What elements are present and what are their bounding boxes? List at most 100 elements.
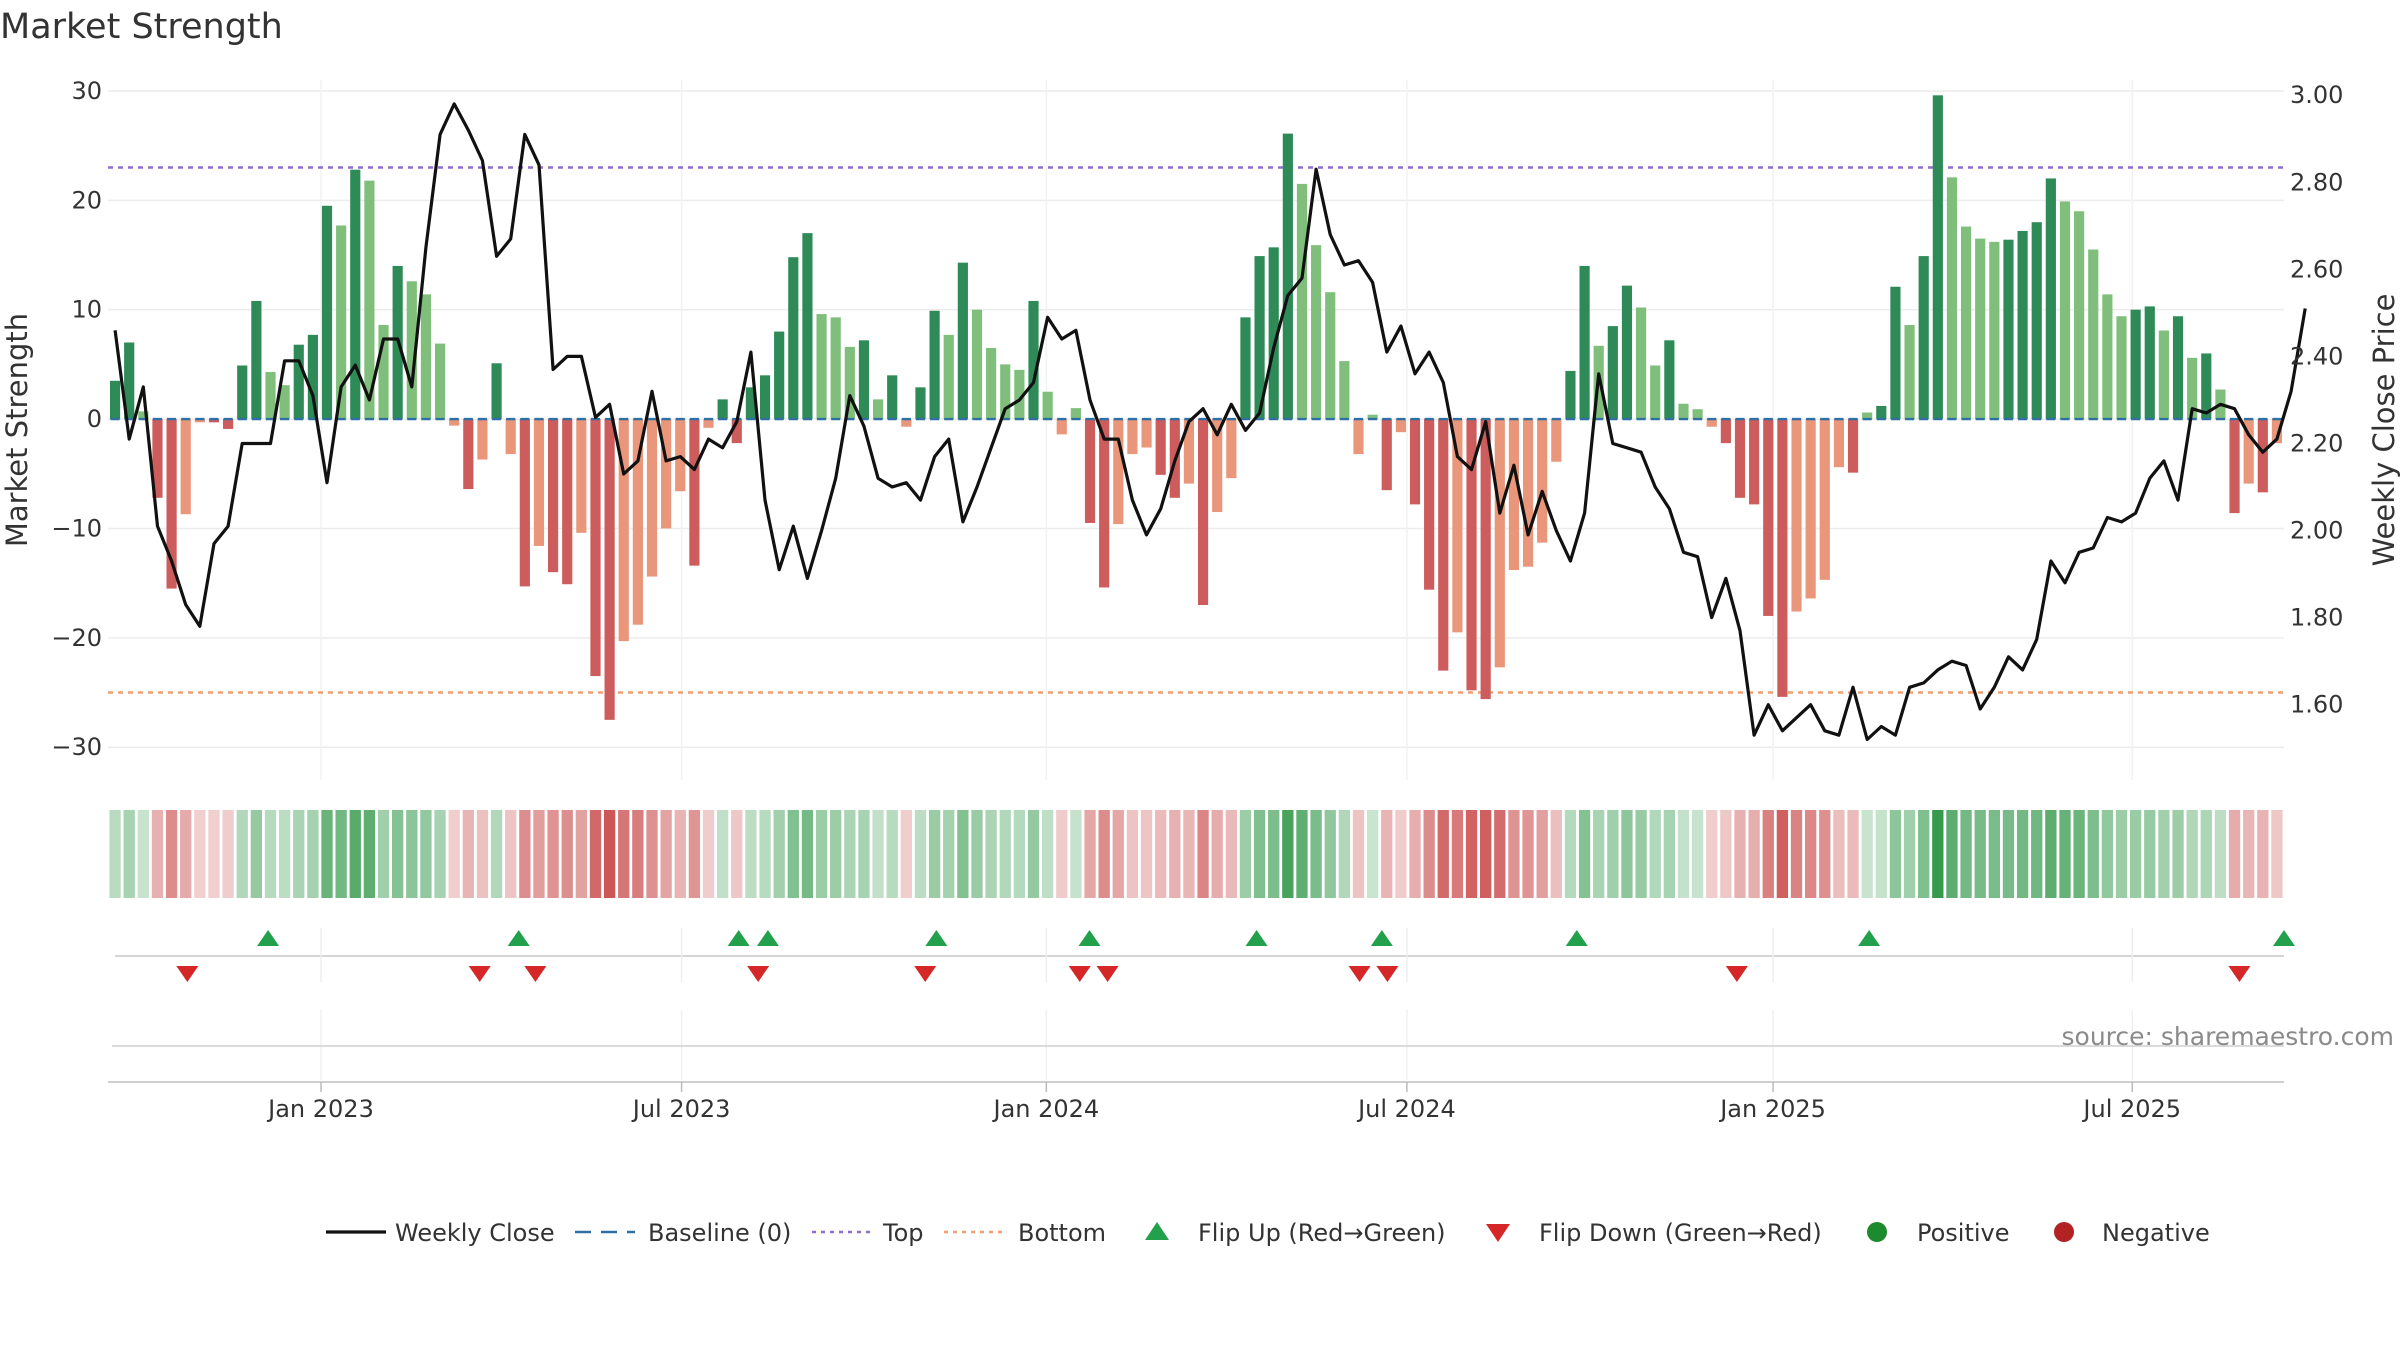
strength-bar: [943, 334, 954, 420]
strength-bar: [1466, 419, 1477, 691]
strip-cell: [787, 810, 799, 898]
strength-bar: [491, 363, 502, 420]
strength-bar: [1862, 412, 1873, 420]
strength-bar: [1833, 419, 1844, 468]
strip-cell: [109, 810, 121, 898]
strength-bar: [1183, 419, 1195, 484]
strength-bar: [816, 314, 827, 420]
left-axis-ticks: 30 20 10 0 −10 −20 −30: [51, 77, 102, 761]
strip-cell: [1409, 810, 1421, 898]
flip-down-marker: [1096, 966, 1119, 982]
strip-cell: [123, 810, 135, 898]
strength-bar: [576, 419, 587, 533]
strength-bar: [802, 233, 813, 420]
strip-cell: [2087, 810, 2099, 898]
strip-cell: [1027, 810, 1040, 898]
strip-cell: [1366, 810, 1379, 898]
strength-bar: [1197, 419, 1209, 605]
strength-bar: [1452, 419, 1463, 633]
strip-cell: [914, 810, 927, 898]
right-tick-label: 1.60: [2290, 691, 2343, 719]
x-tick-label: Jul 2023: [631, 1095, 731, 1123]
strip-cell: [943, 810, 955, 898]
strip-cell: [1211, 810, 1223, 898]
strength-bar: [717, 399, 728, 420]
strength-bar: [1084, 419, 1096, 523]
strength-bar: [124, 342, 135, 420]
strength-bar: [2144, 306, 2155, 420]
strip-cell: [1946, 810, 1958, 898]
flip-down-marker: [468, 966, 491, 982]
strength-bar: [661, 419, 672, 529]
flip-down-marker: [176, 966, 199, 982]
flip-up-marker: [1858, 930, 1881, 946]
strip-cell: [490, 810, 503, 898]
strip-cell: [1296, 810, 1308, 898]
strength-bar: [463, 419, 474, 490]
strength-bar: [1282, 133, 1293, 420]
strip-cell: [688, 810, 701, 898]
strip-cell: [1494, 810, 1506, 898]
strength-bar: [957, 262, 968, 420]
strength-bar: [1819, 419, 1830, 580]
strength-bar: [1777, 419, 1788, 697]
left-axis-title: Market Strength: [0, 313, 34, 547]
strip-cell: [392, 810, 404, 898]
strength-bar: [533, 419, 545, 546]
strength-bar: [562, 419, 573, 585]
strength-bar: [2088, 249, 2099, 420]
left-tick-label: 0: [87, 405, 102, 433]
strip-cell: [985, 810, 997, 898]
strength-bar: [138, 411, 149, 420]
flip-up-marker: [1245, 930, 1268, 946]
strength-bar: [1409, 419, 1421, 505]
left-tick-label: −10: [51, 514, 102, 542]
strength-bar: [1494, 419, 1505, 668]
strength-bar: [844, 346, 855, 420]
strip-cell: [1324, 810, 1336, 898]
strength-bar: [1000, 364, 1011, 420]
strength-bar: [1763, 419, 1774, 616]
strip-cell: [1282, 810, 1294, 898]
strength-bar: [2271, 419, 2283, 444]
strip-cell: [293, 810, 305, 898]
strength-bar: [1678, 403, 1689, 420]
strip-cell: [957, 810, 969, 898]
strip-cell: [264, 810, 277, 898]
strip-cell: [2271, 810, 2283, 898]
strength-bar: [1791, 419, 1802, 612]
strip-cell: [180, 810, 192, 898]
strength-bar: [1268, 247, 1279, 420]
strength-bar: [1932, 95, 1943, 420]
strength-bar: [1099, 419, 1110, 588]
strip-cell: [2200, 810, 2212, 898]
strength-bar: [1551, 419, 1562, 462]
strength-bar: [2102, 294, 2113, 420]
strength-bar: [420, 294, 432, 420]
flip-down-marker: [2228, 966, 2251, 982]
strip-cell: [1480, 810, 1492, 898]
strength-bar: [2130, 309, 2141, 420]
strength-bar: [1070, 408, 1081, 420]
strength-bar: [166, 419, 177, 589]
x-axis: Jan 2023 Jul 2023 Jan 2024 Jul 2024 Jan 2025…: [108, 1081, 2284, 1123]
strip-cell: [151, 810, 164, 898]
x-tick-label: Jul 2024: [1356, 1095, 1456, 1123]
strength-bar: [604, 419, 615, 720]
strength-bar: [1353, 419, 1364, 455]
x-tick-label: Jan 2025: [1718, 1095, 1826, 1123]
flip-down-marker: [1068, 966, 1091, 982]
strip-cell: [1056, 810, 1068, 898]
flip-down-marker: [1348, 966, 1371, 982]
strip-cell: [250, 810, 263, 898]
strip-cell: [2045, 810, 2057, 898]
strip-cell: [1451, 810, 1464, 898]
strength-bar: [1311, 245, 1322, 420]
strength-bar: [1522, 419, 1534, 567]
strip-cell: [1932, 810, 1944, 898]
strength-bar: [646, 419, 658, 577]
legend-label: Baseline (0): [648, 1219, 791, 1247]
strip-cell: [1819, 810, 1831, 898]
strip-cell: [194, 810, 206, 898]
strip-cell: [1804, 810, 1817, 898]
